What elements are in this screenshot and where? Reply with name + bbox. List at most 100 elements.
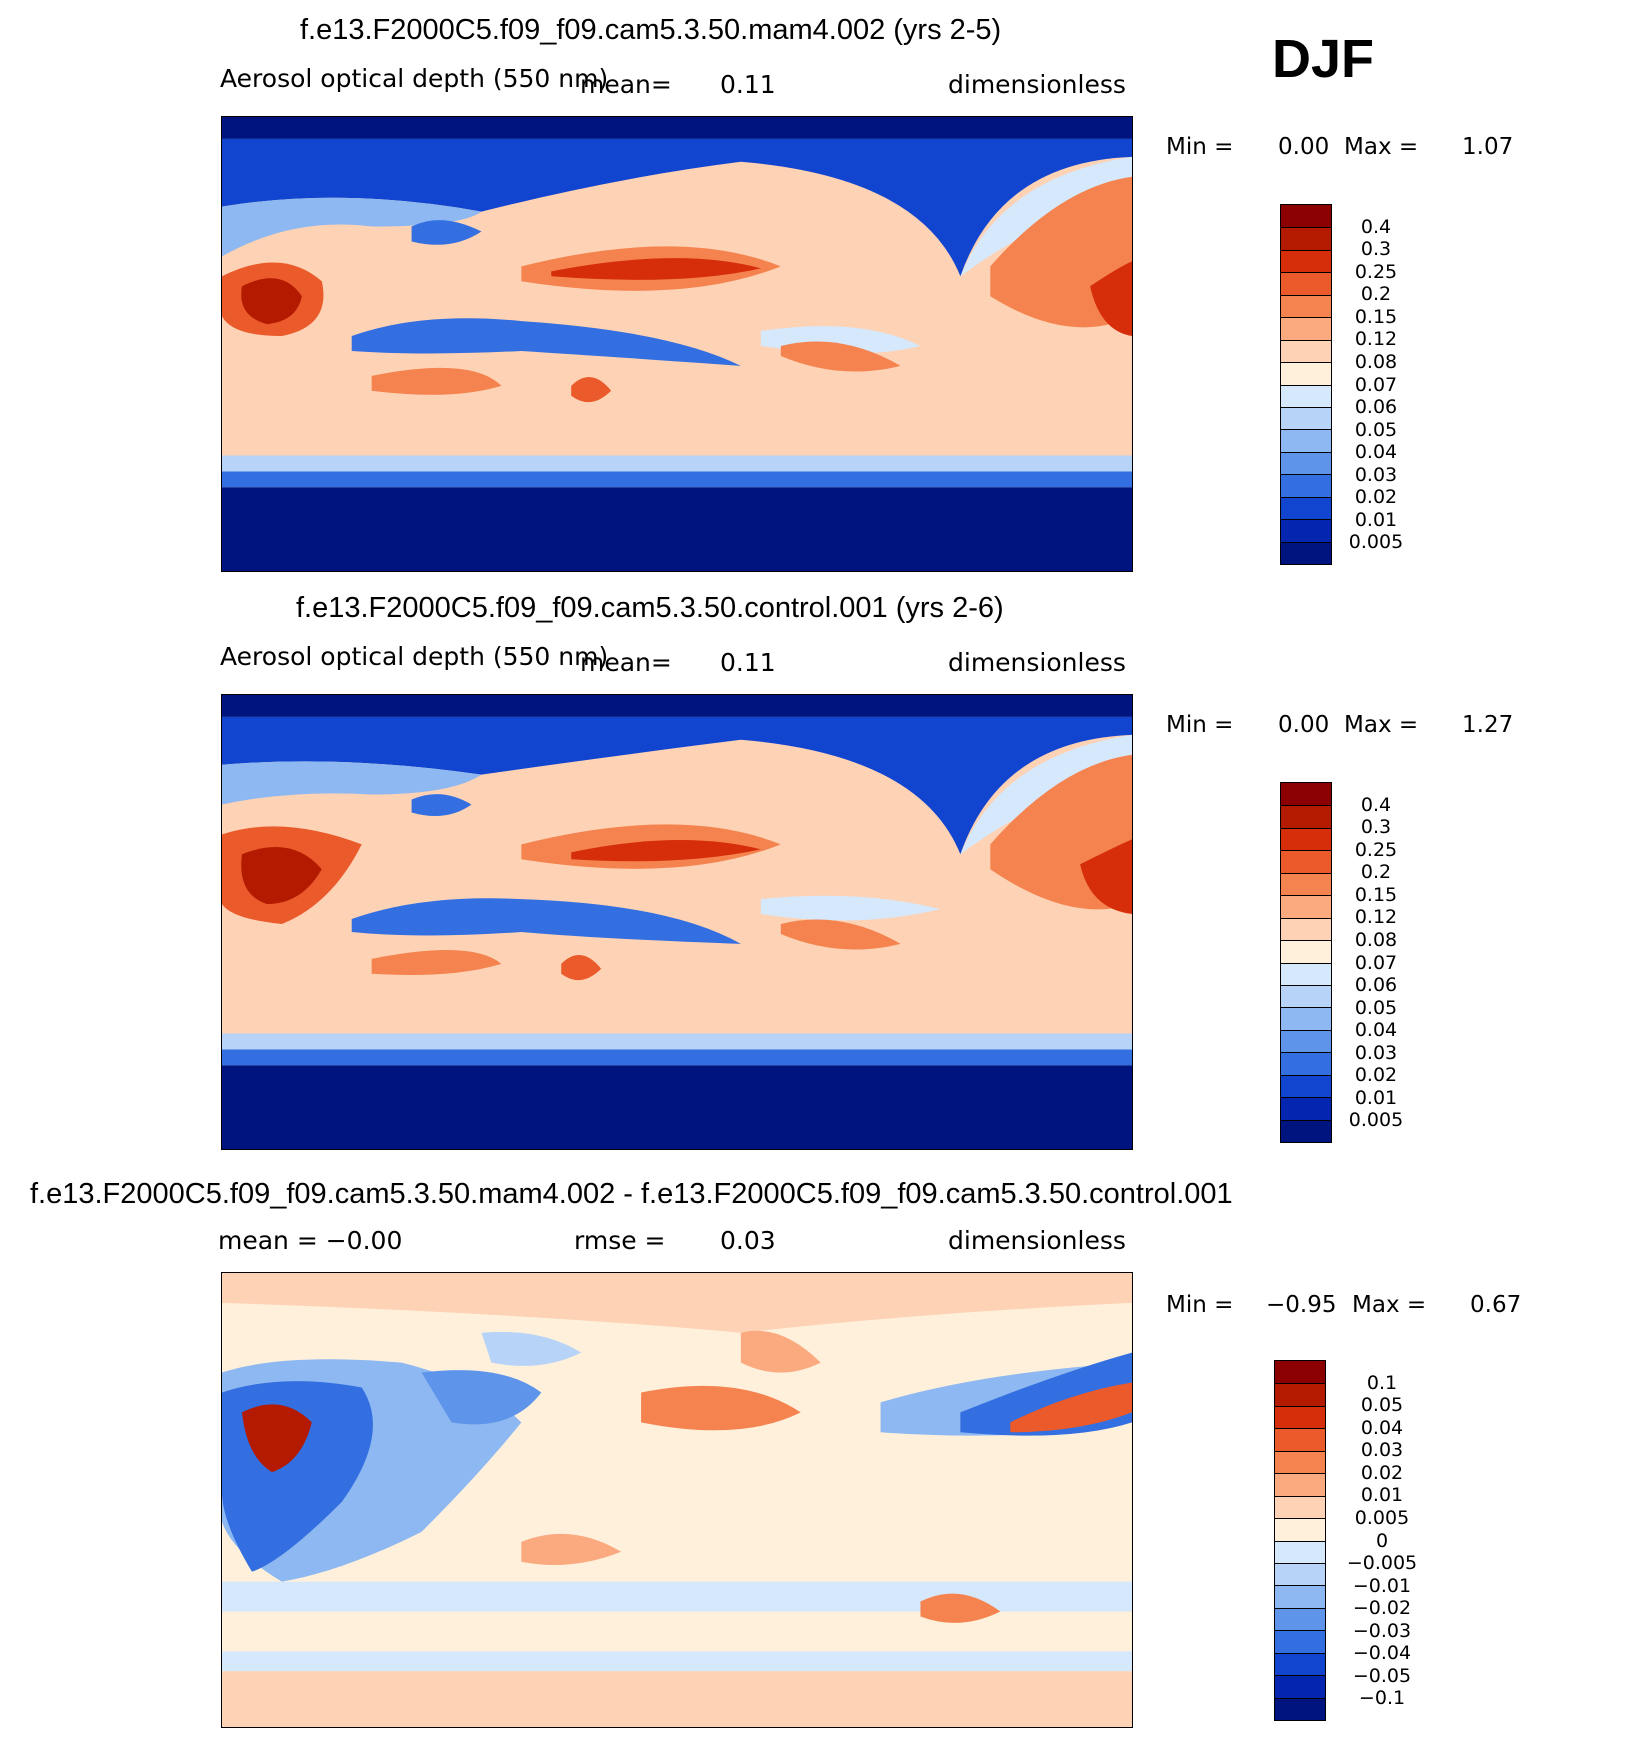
colorbar-segment <box>1281 1119 1331 1142</box>
colorbar-level-label: 0.15 <box>1354 883 1398 906</box>
panel-3-rmse-label: rmse = <box>574 1226 666 1255</box>
colorbar-segment <box>1281 384 1331 407</box>
colorbar-segment <box>1281 783 1331 806</box>
panel-3-min-label: Min = <box>1166 1292 1234 1318</box>
colorbar-level-label: 0.04 <box>1360 1416 1404 1439</box>
colorbar-level-label: 0.1 <box>1366 1371 1398 1394</box>
colorbar-level-label: 0.06 <box>1354 396 1398 419</box>
panel-3-min-value: −0.95 <box>1266 1292 1337 1318</box>
colorbar-segment <box>1281 227 1331 250</box>
colorbar-level-label: −0.005 <box>1346 1552 1418 1575</box>
colorbar-segment <box>1281 339 1331 363</box>
colorbar-level-label: 0.08 <box>1354 350 1398 373</box>
colorbar-segment <box>1281 294 1331 318</box>
colorbar-level-label: 0.25 <box>1354 838 1398 861</box>
panel-2-units: dimensionless <box>948 648 1126 677</box>
colorbar-level-label: 0.05 <box>1354 418 1398 441</box>
panel-2-colorbar-labels: 0.4 0.3 0.25 0.2 0.15 0.12 0.08 0.07 0.06 0.05 0.0… <box>1349 782 1456 1143</box>
panel-1-min-label: Min = <box>1166 134 1234 160</box>
colorbar-level-label: 0.15 <box>1354 305 1398 328</box>
colorbar-segment <box>1281 1052 1331 1075</box>
colorbar-segment <box>1275 1518 1325 1541</box>
panel-1-title: f.e13.F2000C5.f09_f09.cam5.3.50.mam4.002… <box>300 14 1002 46</box>
colorbar-segment <box>1281 940 1331 963</box>
colorbar-level-label: −0.01 <box>1352 1574 1412 1597</box>
colorbar-level-label: −0.05 <box>1352 1664 1412 1687</box>
panel-1-mean-label: mean= <box>580 70 672 99</box>
colorbar-segment <box>1281 474 1331 497</box>
panel-3-max-value: 0.67 <box>1470 1292 1522 1318</box>
colorbar-segment <box>1281 827 1331 851</box>
colorbar-segment <box>1275 1540 1325 1563</box>
colorbar-level-label: −0.03 <box>1352 1619 1412 1642</box>
colorbar-level-label: 0.01 <box>1354 508 1398 531</box>
colorbar-level-label: 0.07 <box>1354 951 1398 974</box>
panel-1-map <box>221 116 1133 572</box>
colorbar-level-label: 0.005 <box>1348 1109 1404 1132</box>
colorbar-segment <box>1281 496 1331 520</box>
colorbar-level-label: 0.03 <box>1360 1439 1404 1462</box>
colorbar-segment <box>1281 429 1331 452</box>
panel-2-map <box>221 694 1133 1150</box>
panel-1-max-value: 1.07 <box>1462 134 1514 160</box>
colorbar-segment <box>1281 805 1331 828</box>
colorbar-segment <box>1281 872 1331 896</box>
colorbar-level-label: −0.04 <box>1352 1642 1412 1665</box>
colorbar-segment <box>1281 451 1331 475</box>
panel-3-colorbar-labels: 0.1 0.05 0.04 0.03 0.02 0.01 0.005 0 −0.005 −0.01… <box>1347 1360 1472 1721</box>
colorbar-level-label: 0.01 <box>1354 1086 1398 1109</box>
colorbar-segment <box>1275 1495 1325 1519</box>
colorbar-level-label: 0.3 <box>1360 816 1392 839</box>
season-label: DJF <box>1272 29 1375 89</box>
panel-2-field <box>222 695 1132 1149</box>
colorbar-segment <box>1275 1562 1325 1586</box>
colorbar-segment <box>1281 317 1331 340</box>
colorbar-level-label: 0.12 <box>1354 328 1398 351</box>
colorbar-segment <box>1281 272 1331 295</box>
panel-3-max-label: Max = <box>1352 1292 1427 1318</box>
colorbar-level-label: 0.02 <box>1354 1064 1398 1087</box>
panel-3-title: f.e13.F2000C5.f09_f09.cam5.3.50.mam4.002… <box>30 1178 1233 1210</box>
colorbar-segment <box>1275 1450 1325 1474</box>
panel-3-field <box>222 1273 1132 1727</box>
panel-3-rmse-value: 0.03 <box>720 1226 776 1255</box>
panel-2-colorbar <box>1280 782 1332 1143</box>
panel-2-mean-label: mean= <box>580 648 672 677</box>
panel-3-units: dimensionless <box>948 1226 1126 1255</box>
panel-2-max-label: Max = <box>1344 712 1419 738</box>
panel-3-colorbar <box>1274 1360 1326 1721</box>
colorbar-segment <box>1275 1675 1325 1698</box>
colorbar-segment <box>1281 362 1331 385</box>
colorbar-segment <box>1281 1007 1331 1030</box>
colorbar-segment <box>1281 1029 1331 1053</box>
colorbar-level-label: 0.4 <box>1360 215 1392 238</box>
colorbar-level-label: 0.005 <box>1348 531 1404 554</box>
colorbar-level-label: 0 <box>1375 1529 1389 1552</box>
colorbar-segment <box>1275 1473 1325 1496</box>
panel-1-units: dimensionless <box>948 70 1126 99</box>
colorbar-level-label: 0.03 <box>1354 463 1398 486</box>
panel-3-map <box>221 1272 1133 1728</box>
colorbar-segment <box>1275 1428 1325 1451</box>
panel-1-max-label: Max = <box>1344 134 1419 160</box>
panel-1-field <box>222 117 1132 571</box>
colorbar-segment <box>1275 1383 1325 1406</box>
colorbar-level-label: 0.005 <box>1354 1506 1410 1529</box>
panel-2-variable: Aerosol optical depth (550 nm) <box>220 642 609 671</box>
colorbar-level-label: 0.06 <box>1354 974 1398 997</box>
colorbar-segment <box>1275 1697 1325 1720</box>
panel-2-min-value: 0.00 <box>1278 712 1330 738</box>
colorbar-level-label: 0.12 <box>1354 906 1398 929</box>
colorbar-segment <box>1275 1585 1325 1608</box>
colorbar-level-label: 0.02 <box>1354 486 1398 509</box>
colorbar-segment <box>1275 1607 1325 1631</box>
panel-1-mean-value: 0.11 <box>720 70 776 99</box>
colorbar-segment <box>1281 895 1331 918</box>
colorbar-level-label: 0.07 <box>1354 373 1398 396</box>
colorbar-level-label: −0.1 <box>1358 1687 1406 1710</box>
colorbar-level-label: 0.03 <box>1354 1041 1398 1064</box>
colorbar-segment <box>1275 1652 1325 1676</box>
colorbar-segment <box>1281 917 1331 941</box>
panel-3-minmax: Min = −0.95 Max = 0.67 <box>1166 1292 1546 1322</box>
colorbar-level-label: 0.4 <box>1360 793 1392 816</box>
